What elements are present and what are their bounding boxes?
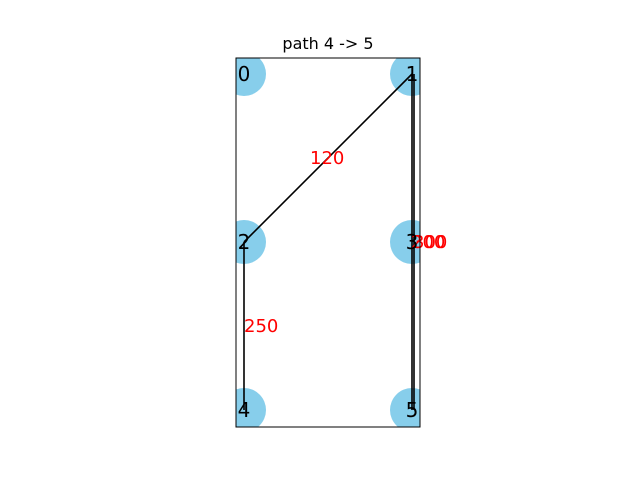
node-0-circle	[236, 58, 266, 96]
edge-label-1-2: 120	[310, 148, 344, 169]
node-2-label: 2	[238, 230, 251, 254]
edge-1-2	[243, 73, 413, 243]
node-3-label: 3	[406, 230, 419, 254]
node-5-label: 5	[406, 398, 419, 422]
axes-frame	[235, 57, 421, 428]
plot-area	[236, 58, 420, 427]
node-1-label: 1	[406, 62, 419, 86]
edge-label-2-4: 250	[244, 316, 278, 337]
diagram-title: path 4 -> 5	[282, 34, 373, 53]
node-4-label: 4	[238, 398, 251, 422]
edge-label-5-1: 300	[413, 232, 447, 253]
node-0-label: 0	[238, 62, 251, 86]
